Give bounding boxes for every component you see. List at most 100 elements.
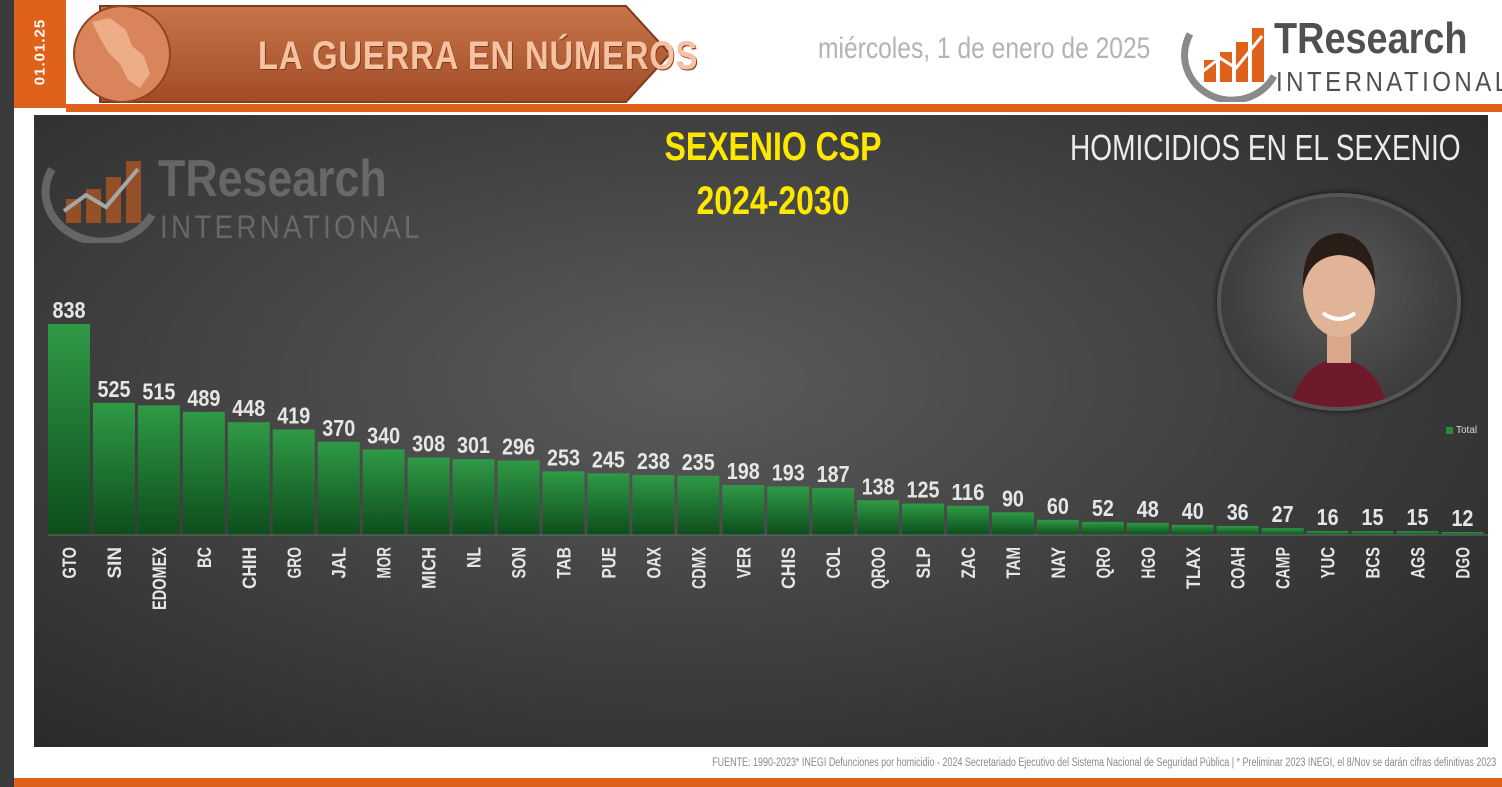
bar-gto xyxy=(48,324,90,535)
date-tab: 01.01.25 xyxy=(14,0,66,108)
category-label-edomex: EDOMEX xyxy=(150,547,171,610)
category-label-qro: QRO xyxy=(1094,547,1115,579)
header-date: miércoles, 1 de enero de 2025 xyxy=(818,32,1151,65)
category-label-oax: OAX xyxy=(644,547,665,579)
category-label-slp: SLP xyxy=(914,547,935,579)
category-label-gto: GTO xyxy=(60,547,81,579)
value-label-mor: 340 xyxy=(367,422,400,448)
bar-camp xyxy=(1261,528,1304,535)
value-label-oax: 238 xyxy=(637,448,670,474)
header-divider xyxy=(66,104,1502,112)
value-label-tlax: 40 xyxy=(1182,498,1204,524)
value-label-tam: 90 xyxy=(1002,485,1024,511)
date-code: 01.01.25 xyxy=(31,18,49,86)
bar-ver xyxy=(722,485,765,535)
bar-slp xyxy=(902,503,945,535)
watermark-brand: TResearch xyxy=(158,150,387,208)
category-label-gro: GRO xyxy=(285,547,306,579)
value-label-ags: 15 xyxy=(1407,504,1429,530)
bar-nay xyxy=(1036,519,1079,535)
value-label-camp: 27 xyxy=(1272,501,1294,527)
value-label-gro: 419 xyxy=(277,403,310,429)
category-label-dgo: DGO xyxy=(1453,547,1474,579)
category-label-zac: ZAC xyxy=(959,547,980,579)
bar-mich xyxy=(407,457,450,535)
category-label-chih: CHIH xyxy=(240,547,261,589)
bar-ags xyxy=(1396,531,1439,535)
bar-oax xyxy=(632,475,675,535)
category-label-ags: AGS xyxy=(1409,547,1430,579)
value-label-gto: 838 xyxy=(53,297,86,323)
value-label-slp: 125 xyxy=(907,477,940,503)
footer-divider xyxy=(14,778,1502,787)
category-label-bc: BC xyxy=(195,547,216,568)
left-stripe xyxy=(0,0,14,787)
portrait-avatar xyxy=(1217,193,1461,411)
banner-shape xyxy=(73,5,672,103)
bar-qro xyxy=(1081,521,1124,535)
category-label-chis: CHIS xyxy=(779,547,800,589)
category-label-ver: VER xyxy=(734,547,755,579)
value-label-tab: 253 xyxy=(547,444,580,470)
category-label-mich: MICH xyxy=(420,547,441,589)
watermark-logo: TResearch INTERNATIONAL xyxy=(38,147,438,247)
category-label-jal: JAL xyxy=(330,547,351,579)
value-label-chih: 448 xyxy=(232,395,265,421)
category-label-cdmx: CDMX xyxy=(689,547,710,589)
bar-sin xyxy=(92,402,135,535)
bar-edomex xyxy=(137,405,180,535)
value-label-zac: 116 xyxy=(952,479,985,505)
bar-jal xyxy=(317,441,360,535)
category-label-tlax: TLAX xyxy=(1184,547,1205,589)
legend-label: Total xyxy=(1456,425,1478,436)
watermark-chart-icon xyxy=(41,161,156,243)
bar-cdmx xyxy=(677,475,720,535)
portrait-icon xyxy=(1291,233,1387,407)
category-label-tab: TAB xyxy=(554,547,575,579)
chart-panel: TResearch INTERNATIONAL SEXENIO CSP 2024… xyxy=(34,115,1488,747)
category-label-camp: CAMP xyxy=(1274,547,1295,589)
bar-hgo xyxy=(1126,522,1169,535)
bar-nl xyxy=(452,459,495,535)
bar-mor xyxy=(362,449,405,535)
bar-tlax xyxy=(1171,524,1214,535)
category-label-nay: NAY xyxy=(1049,547,1070,579)
logo-sub: INTERNATIONAL xyxy=(1276,66,1502,97)
bar-bc xyxy=(182,411,225,535)
bar-zac xyxy=(947,505,989,535)
value-label-ver: 198 xyxy=(727,458,760,484)
category-label-son: SON xyxy=(510,547,531,579)
bar-dgo xyxy=(1441,531,1484,535)
category-label-tam: TAM xyxy=(1004,547,1025,579)
category-label-coah: COAH xyxy=(1229,547,1250,589)
bar-son xyxy=(497,460,540,535)
category-label-sin: SIN xyxy=(105,547,126,579)
value-label-mich: 308 xyxy=(412,430,445,456)
bar-tam xyxy=(991,512,1034,535)
value-label-pue: 245 xyxy=(592,446,625,472)
value-label-jal: 370 xyxy=(322,415,355,441)
value-label-sin: 525 xyxy=(97,376,130,402)
category-label-pue: PUE xyxy=(599,547,620,579)
chart-legend: Total xyxy=(1446,425,1477,436)
bar-qroo xyxy=(857,500,900,535)
value-label-edomex: 515 xyxy=(142,378,175,404)
bar-coah xyxy=(1216,525,1259,535)
right-edge xyxy=(1490,115,1502,778)
bar-pue xyxy=(587,473,630,535)
bar-chis xyxy=(767,486,810,535)
watermark-sub: INTERNATIONAL xyxy=(160,209,423,245)
value-label-chis: 193 xyxy=(772,459,805,485)
value-label-bc: 489 xyxy=(187,385,220,411)
category-label-col: COL xyxy=(824,547,845,579)
chart-title-line1: SEXENIO CSP xyxy=(664,125,882,169)
bar-gro xyxy=(272,429,315,535)
bar-chart: 838 525 515 489 448 419 370 340 308 301 296 253 245 2… xyxy=(48,297,1488,610)
bar-col xyxy=(812,487,855,535)
value-label-nl: 301 xyxy=(457,432,490,458)
bar-bcs xyxy=(1351,531,1394,535)
chart-title-line2: 2024-2030 xyxy=(696,179,850,223)
category-label-bcs: BCS xyxy=(1364,547,1385,579)
logo-brand: TResearch xyxy=(1274,14,1468,63)
category-label-hgo: HGO xyxy=(1139,547,1160,579)
